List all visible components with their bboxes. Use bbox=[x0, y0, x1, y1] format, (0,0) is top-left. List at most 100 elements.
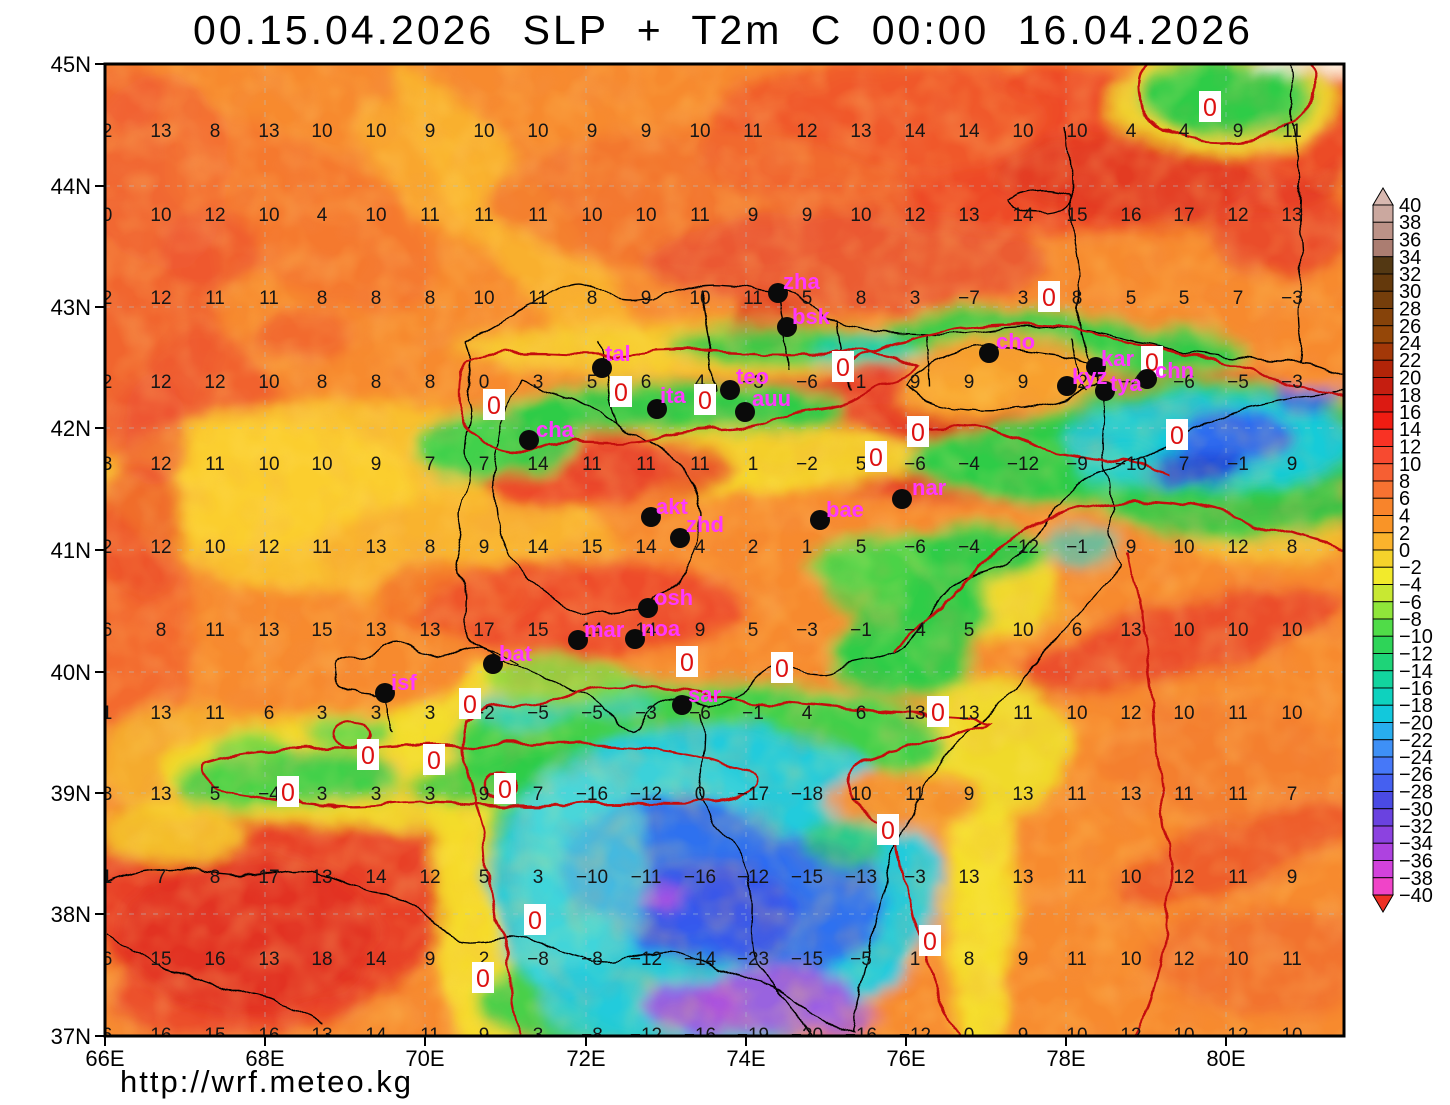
svg-text:10: 10 bbox=[204, 537, 225, 558]
svg-text:8: 8 bbox=[317, 372, 328, 393]
svg-text:−8: −8 bbox=[581, 949, 603, 970]
svg-text:43N: 43N bbox=[51, 295, 91, 320]
svg-text:18: 18 bbox=[311, 949, 332, 970]
svg-text:12: 12 bbox=[204, 372, 225, 393]
svg-text:9: 9 bbox=[964, 372, 975, 393]
svg-text:11: 11 bbox=[1067, 949, 1087, 970]
svg-text:9: 9 bbox=[1287, 454, 1298, 475]
svg-text:14: 14 bbox=[958, 121, 980, 142]
svg-text:http://wrf.meteo.kg: http://wrf.meteo.kg bbox=[120, 1064, 413, 1099]
svg-text:13: 13 bbox=[1120, 784, 1141, 805]
svg-text:−16: −16 bbox=[684, 867, 716, 888]
svg-text:12: 12 bbox=[1173, 949, 1194, 970]
svg-text:10: 10 bbox=[1281, 620, 1302, 641]
svg-text:13: 13 bbox=[419, 620, 440, 641]
svg-text:17: 17 bbox=[473, 620, 494, 641]
svg-text:9: 9 bbox=[1018, 949, 1029, 970]
svg-text:10: 10 bbox=[311, 454, 332, 475]
svg-text:9: 9 bbox=[425, 121, 436, 142]
svg-text:10: 10 bbox=[258, 205, 279, 226]
svg-text:12: 12 bbox=[1173, 867, 1194, 888]
svg-text:1: 1 bbox=[748, 454, 759, 475]
svg-text:−3: −3 bbox=[635, 703, 657, 724]
svg-text:−38: −38 bbox=[1399, 868, 1433, 890]
svg-text:12: 12 bbox=[150, 372, 171, 393]
svg-text:10: 10 bbox=[1120, 867, 1141, 888]
svg-text:2: 2 bbox=[102, 537, 113, 558]
svg-text:11: 11 bbox=[1067, 784, 1087, 805]
svg-text:3: 3 bbox=[102, 784, 113, 805]
svg-text:15: 15 bbox=[1066, 205, 1087, 226]
svg-text:8: 8 bbox=[210, 121, 221, 142]
svg-text:6: 6 bbox=[856, 703, 867, 724]
svg-text:30: 30 bbox=[1399, 281, 1421, 303]
svg-text:−6: −6 bbox=[796, 372, 818, 393]
svg-text:11: 11 bbox=[420, 1025, 440, 1046]
svg-text:9: 9 bbox=[1233, 121, 1244, 142]
svg-text:11: 11 bbox=[205, 288, 225, 309]
svg-text:12: 12 bbox=[1120, 1025, 1141, 1046]
svg-text:−10: −10 bbox=[1399, 626, 1433, 648]
svg-text:0: 0 bbox=[463, 691, 477, 719]
svg-text:1: 1 bbox=[856, 372, 867, 393]
svg-text:−6: −6 bbox=[1173, 372, 1195, 393]
svg-text:5: 5 bbox=[210, 784, 221, 805]
svg-text:8: 8 bbox=[156, 620, 167, 641]
svg-text:0: 0 bbox=[614, 379, 628, 407]
svg-text:10: 10 bbox=[1012, 121, 1033, 142]
svg-text:15: 15 bbox=[527, 620, 548, 641]
svg-text:10: 10 bbox=[1066, 121, 1087, 142]
svg-text:8: 8 bbox=[856, 288, 867, 309]
svg-text:11: 11 bbox=[1228, 784, 1248, 805]
svg-text:sar: sar bbox=[688, 682, 721, 707]
svg-text:0: 0 bbox=[881, 817, 895, 845]
svg-text:28: 28 bbox=[1399, 299, 1421, 321]
svg-text:0: 0 bbox=[931, 699, 945, 727]
svg-text:−3: −3 bbox=[742, 372, 764, 393]
svg-text:7: 7 bbox=[156, 867, 167, 888]
svg-text:68E: 68E bbox=[245, 1046, 284, 1071]
svg-text:0: 0 bbox=[498, 776, 512, 804]
svg-text:−12: −12 bbox=[630, 784, 662, 805]
svg-text:−12: −12 bbox=[630, 1025, 662, 1046]
svg-text:−16: −16 bbox=[576, 784, 608, 805]
svg-text:8: 8 bbox=[1072, 288, 1083, 309]
svg-text:5: 5 bbox=[479, 867, 490, 888]
svg-text:10: 10 bbox=[150, 205, 171, 226]
svg-text:−36: −36 bbox=[1399, 851, 1433, 873]
svg-text:0: 0 bbox=[911, 419, 925, 447]
svg-text:10: 10 bbox=[635, 205, 656, 226]
svg-text:4: 4 bbox=[317, 205, 328, 226]
svg-text:3: 3 bbox=[371, 703, 382, 724]
svg-text:13: 13 bbox=[258, 620, 279, 641]
svg-text:10: 10 bbox=[1066, 1025, 1087, 1046]
svg-text:10: 10 bbox=[258, 372, 279, 393]
svg-text:10: 10 bbox=[1173, 1025, 1194, 1046]
svg-text:14: 14 bbox=[365, 1025, 387, 1046]
svg-text:5: 5 bbox=[587, 372, 598, 393]
svg-text:−10: −10 bbox=[1115, 454, 1147, 475]
svg-text:5: 5 bbox=[856, 537, 867, 558]
svg-text:0: 0 bbox=[775, 655, 789, 683]
svg-text:13: 13 bbox=[958, 205, 979, 226]
svg-text:5: 5 bbox=[748, 620, 759, 641]
svg-text:9: 9 bbox=[641, 121, 652, 142]
svg-text:tya: tya bbox=[1110, 371, 1143, 396]
svg-text:14: 14 bbox=[527, 537, 549, 558]
svg-text:−32: −32 bbox=[1399, 816, 1433, 838]
svg-text:12: 12 bbox=[904, 205, 925, 226]
svg-text:13: 13 bbox=[258, 121, 279, 142]
svg-text:5: 5 bbox=[1179, 288, 1190, 309]
svg-text:9: 9 bbox=[695, 620, 706, 641]
svg-text:11: 11 bbox=[1228, 867, 1248, 888]
svg-text:−12: −12 bbox=[1007, 537, 1039, 558]
svg-text:−20: −20 bbox=[791, 1025, 823, 1046]
svg-text:auu: auu bbox=[752, 386, 791, 411]
svg-text:−18: −18 bbox=[1399, 695, 1433, 717]
svg-text:11: 11 bbox=[1067, 867, 1087, 888]
svg-text:11: 11 bbox=[690, 205, 710, 226]
svg-text:13: 13 bbox=[1012, 867, 1033, 888]
svg-text:7: 7 bbox=[1287, 784, 1298, 805]
svg-text:11: 11 bbox=[743, 121, 763, 142]
svg-text:3: 3 bbox=[317, 703, 328, 724]
